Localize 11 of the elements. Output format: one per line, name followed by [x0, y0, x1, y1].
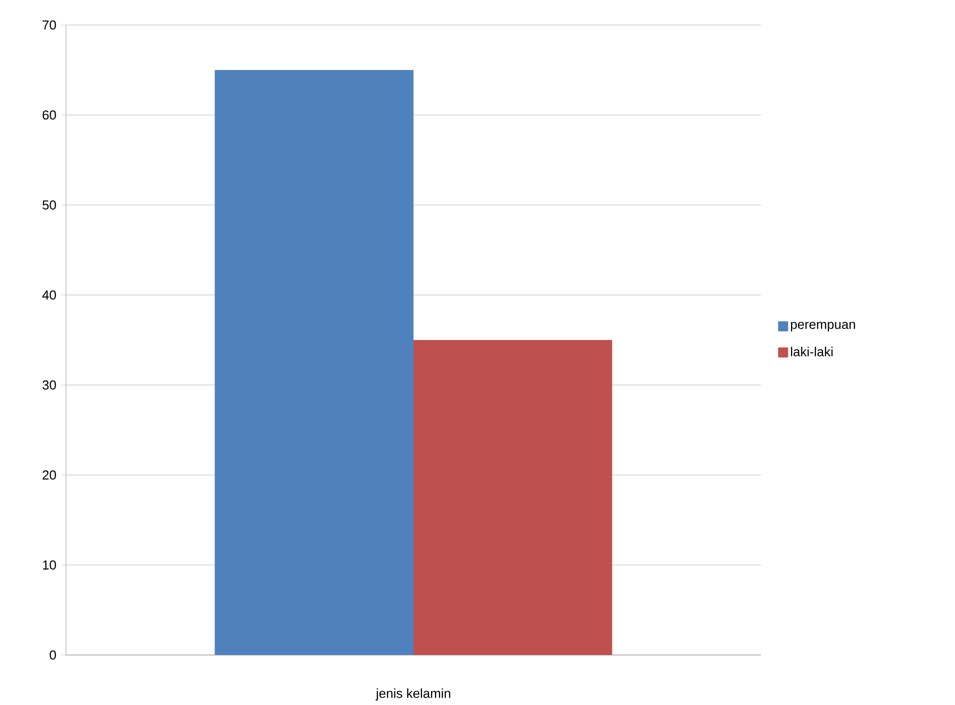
y-tick-label: 60	[42, 110, 56, 120]
y-tick-label: 70	[42, 20, 56, 30]
legend-label: perempuan	[790, 322, 856, 332]
y-tick-label: 10	[43, 560, 56, 570]
y-tick-label: 40	[42, 290, 56, 300]
y-tick-label: 20	[42, 470, 56, 480]
y-tick-label: 30	[42, 380, 56, 390]
legend-label: laki-laki	[790, 346, 833, 356]
x-axis-title: jenis kelamin	[376, 688, 450, 701]
y-tick-label: 0	[50, 650, 56, 660]
y-tick-label: 50	[42, 200, 56, 210]
